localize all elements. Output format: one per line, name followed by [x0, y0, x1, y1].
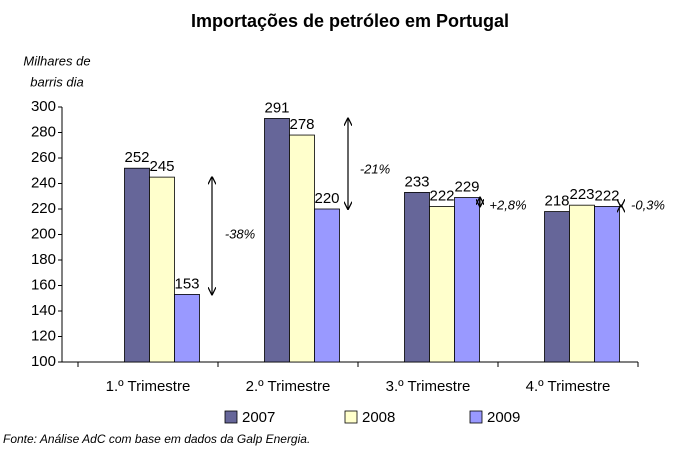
bar — [569, 204, 595, 363]
legend-label: 2007 — [242, 409, 275, 426]
value-label: 291 — [264, 99, 289, 116]
bar — [594, 206, 620, 363]
y-axis-label: barris dia — [30, 74, 83, 89]
y-axis-label: Milhares de — [23, 53, 90, 68]
bar — [264, 118, 290, 363]
bar — [174, 294, 200, 363]
change-annotation: -0,3% — [631, 197, 665, 212]
value-label: 245 — [149, 158, 174, 175]
bar — [124, 167, 150, 363]
legend-label: 2009 — [487, 409, 520, 426]
bar — [289, 134, 315, 363]
x-tick-label: 1.º Trimestre — [106, 378, 191, 395]
change-annotation: -21% — [360, 161, 390, 176]
bar — [454, 197, 480, 363]
value-label: 223 — [569, 186, 594, 203]
y-tick-label: 300 — [31, 98, 56, 115]
change-annotation: +2,8% — [489, 197, 526, 212]
y-tick-label: 180 — [31, 251, 56, 268]
value-label: 229 — [454, 178, 479, 195]
legend-label: 2008 — [362, 409, 395, 426]
bar — [404, 192, 430, 363]
y-tick-label: 220 — [31, 200, 56, 217]
bar — [429, 206, 455, 363]
value-label: 218 — [544, 193, 569, 210]
chart-title: Importações de petróleo em Portugal — [191, 11, 509, 31]
value-label: 222 — [594, 187, 619, 204]
x-tick-label: 3.º Trimestre — [386, 378, 471, 395]
source-note: Fonte: Análise AdC com base em dados da … — [3, 432, 310, 446]
y-tick-label: 120 — [31, 327, 56, 344]
legend-swatch — [469, 410, 483, 424]
value-label: 252 — [124, 149, 149, 166]
legend-swatch — [344, 410, 358, 424]
value-label: 220 — [314, 190, 339, 207]
bar — [149, 176, 175, 363]
value-label: 222 — [429, 187, 454, 204]
y-tick-label: 140 — [31, 302, 56, 319]
bar — [314, 208, 340, 363]
bar — [544, 211, 570, 363]
legend-swatch — [224, 410, 238, 424]
y-tick-label: 280 — [31, 123, 56, 140]
y-tick-label: 240 — [31, 174, 56, 191]
y-tick-label: 160 — [31, 276, 56, 293]
value-label: 153 — [174, 275, 199, 292]
change-annotation: -38% — [225, 226, 255, 241]
y-tick-label: 200 — [31, 225, 56, 242]
x-tick-label: 2.º Trimestre — [246, 378, 331, 395]
y-tick-label: 260 — [31, 149, 56, 166]
value-label: 278 — [289, 116, 314, 133]
value-label: 233 — [404, 173, 429, 190]
y-tick-label: 100 — [31, 353, 56, 370]
x-tick-label: 4.º Trimestre — [526, 378, 611, 395]
